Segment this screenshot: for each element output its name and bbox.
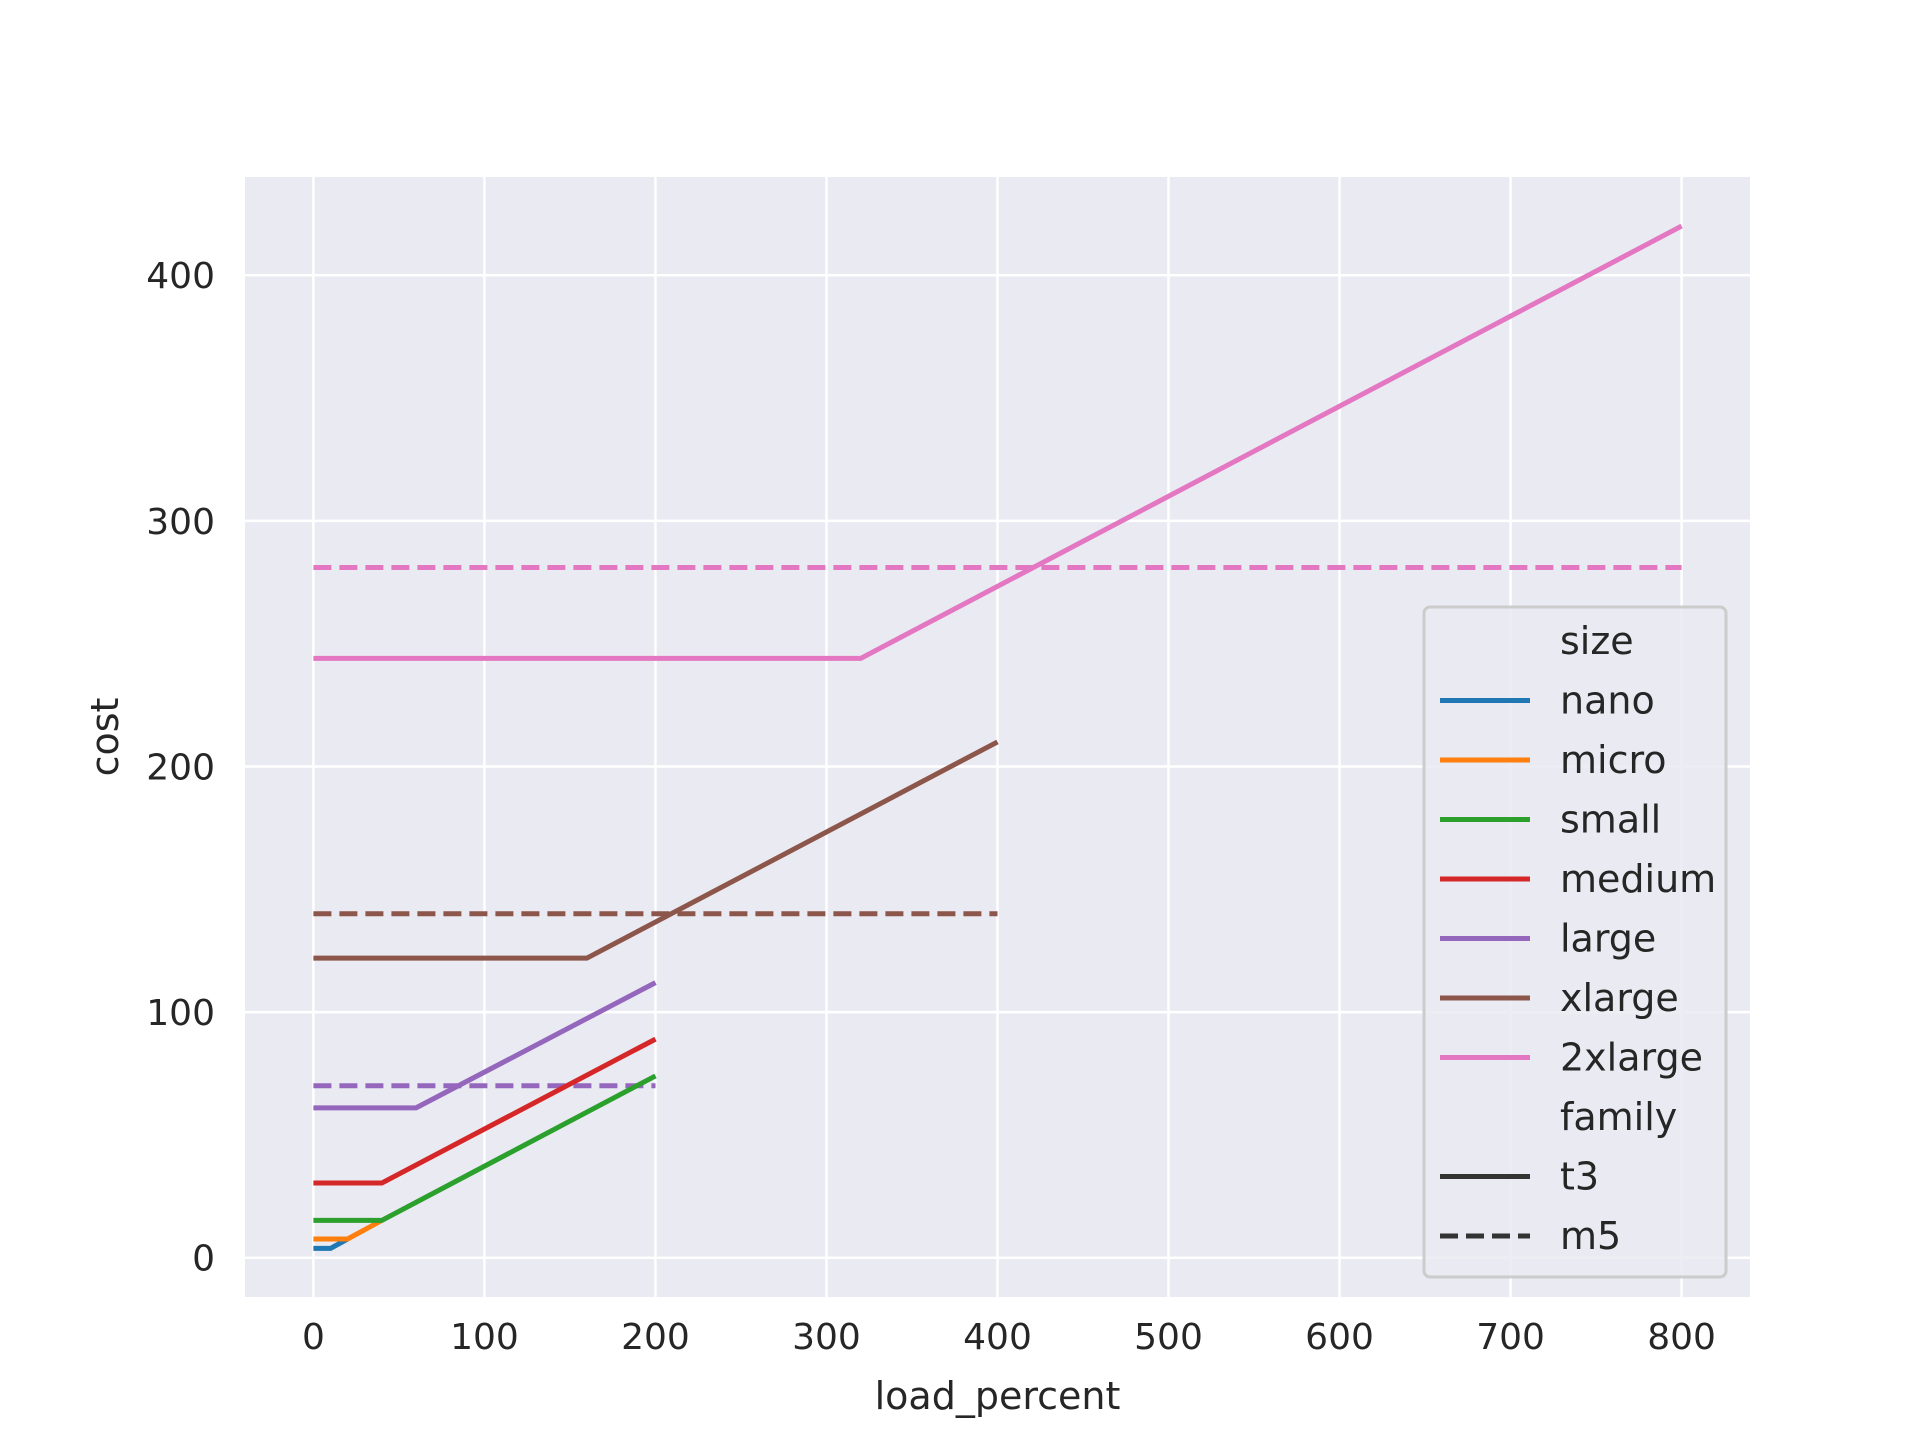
x-tick-label: 600 [1305,1317,1374,1358]
x-tick-label: 500 [1134,1317,1203,1358]
series-line-xlarge-t3 [313,739,999,961]
legend-entry-xlarge-label: xlarge [1560,976,1679,1020]
series-line-nano-t3 [313,1236,349,1251]
legend-entry-medium-label: medium [1560,857,1716,901]
x-tick-label: 200 [621,1317,690,1358]
x-axis-title: load_percent [875,1374,1121,1418]
x-tick-label: 0 [302,1317,325,1358]
y-tick-label: 0 [192,1239,215,1280]
legend-entry-small-label: small [1560,798,1661,842]
legend-entry-2xlarge-label: 2xlarge [1560,1036,1703,1080]
y-tick-label: 200 [146,747,215,788]
y-axis-title: cost [83,698,127,777]
x-tick-label: 400 [963,1317,1032,1358]
legend: size nano micro small medium large xlarge 2xlar… [1422,605,1728,1279]
legend-family-title: family [1560,1095,1677,1139]
legend-entry-t3-label: t3 [1560,1155,1599,1199]
series-line-micro-t3 [313,1218,383,1242]
x-tick-label: 800 [1647,1317,1716,1358]
x-tick-label: 300 [792,1317,861,1358]
y-tick-label: 400 [146,256,215,297]
legend-entry-m5-label: m5 [1560,1214,1621,1258]
legend-entry-large-label: large [1560,917,1656,961]
x-tick-label: 700 [1476,1317,1545,1358]
legend-entry-micro-label: micro [1560,738,1667,782]
series-layer [313,223,1683,1251]
y-tick-label: 300 [146,502,215,543]
x-tick-label: 100 [450,1317,519,1358]
tick-labels: 0 100 200 300 400 500 600 700 800 0 100 200 300 400 [146,256,1716,1358]
legend-entry-nano-label: nano [1560,679,1655,723]
series-line-large-t3 [313,980,657,1111]
legend-box [1422,605,1728,1279]
series-line-small-t3 [313,1073,657,1223]
series-line-2xlarge-t3 [313,223,1683,661]
series-line-medium-t3 [313,1036,657,1186]
y-tick-label: 100 [146,993,215,1034]
legend-size-title: size [1560,619,1634,663]
